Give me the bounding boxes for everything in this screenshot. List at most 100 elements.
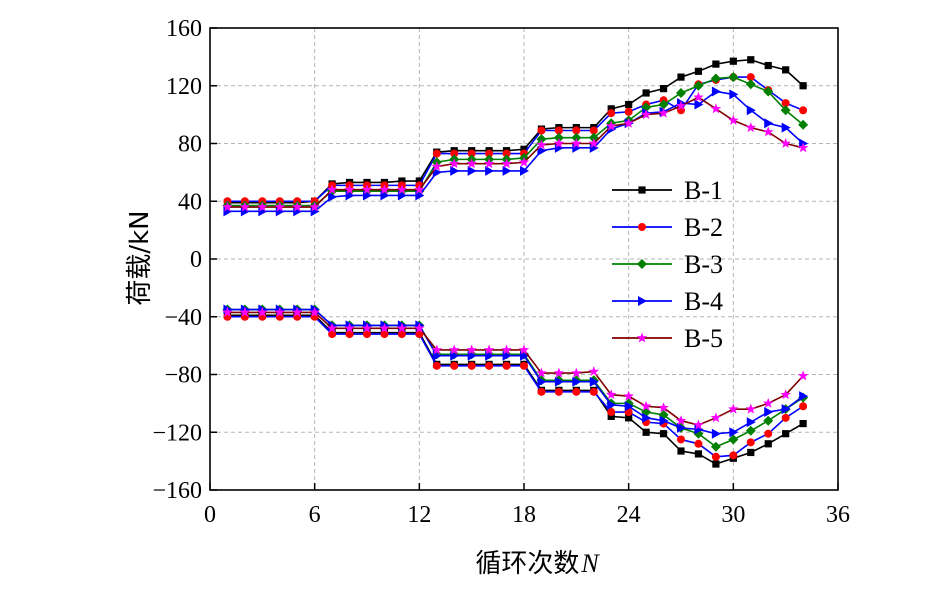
data-point-b-5 [623,117,634,128]
series-b-4 [223,86,809,439]
data-point-b-5 [518,156,530,167]
data-point-b-5 [257,201,268,212]
data-point-b-4 [781,122,791,133]
data-point-b-2 [345,330,354,339]
data-point-b-4 [711,428,721,439]
data-point-b-5 [396,184,408,195]
data-point-b-5 [396,322,408,333]
data-point-b-3 [780,105,791,116]
data-point-b-5 [466,344,477,355]
y-tick-label: 80 [178,132,202,158]
data-point-b-1 [520,145,528,153]
data-point-b-5 [414,322,425,333]
data-point-b-5 [762,397,774,408]
data-point-b-5 [291,201,303,212]
legend: B-1 B-2 B-3 B-4 B-5 [612,176,723,353]
data-point-b-1 [764,440,772,448]
data-point-b-4 [729,89,739,100]
x-tick-label: 18 [512,502,536,528]
data-point-b-5 [571,367,582,378]
data-point-b-4 [677,422,686,433]
data-point-b-5 [448,344,460,355]
data-point-b-5 [780,389,791,400]
data-point-b-2 [624,107,633,116]
series-line-b-1-neg [227,314,804,465]
data-point-b-4 [729,427,739,438]
data-point-b-5 [483,158,495,169]
legend-marker [638,296,647,306]
data-point-b-5 [291,306,303,317]
y-tick-label: 160 [166,16,202,42]
data-point-b-3 [728,434,739,445]
data-point-b-5 [379,184,390,195]
series-line-b-5-pos [227,96,804,208]
data-point-b-2 [380,330,389,339]
data-point-b-5 [762,126,774,137]
data-point-b-4 [589,376,599,387]
x-axis-title: 循环次数N [475,549,600,579]
data-point-b-5 [222,306,233,317]
data-point-b-1 [677,447,685,455]
data-point-b-5 [588,138,600,148]
x-tick-label: 0 [204,502,216,528]
series-line-b-4-neg [227,308,804,435]
data-point-b-2 [537,387,546,396]
legend-label: B-5 [684,324,723,353]
data-point-b-5 [675,415,687,426]
data-point-b-5 [693,419,704,430]
data-point-b-5 [274,306,286,317]
data-point-b-4 [450,165,460,176]
data-point-b-3 [710,73,721,84]
legend-item-b-4: B-4 [612,287,723,316]
data-point-b-2 [397,330,406,339]
data-point-b-1 [694,67,703,75]
y-tick-label: 0 [190,247,202,273]
series-line-b-4-pos [227,90,804,213]
data-point-b-5 [379,322,390,333]
data-point-b-2 [607,109,616,118]
data-point-b-2 [432,361,441,370]
data-point-b-4 [537,376,547,387]
data-point-b-3 [763,415,774,426]
data-point-b-3 [710,441,721,452]
data-point-b-1 [694,450,703,458]
data-point-b-2 [694,439,703,448]
data-point-b-5 [710,103,722,114]
data-point-b-2 [485,149,494,158]
data-point-b-5 [536,139,547,150]
data-point-b-2 [781,413,790,422]
legend-label: B-3 [684,250,723,279]
y-tick-label: −160 [152,478,202,504]
data-point-b-1 [625,100,633,109]
data-point-b-2 [677,435,685,444]
data-point-b-5 [361,184,373,195]
data-point-b-5 [518,344,530,355]
data-point-b-2 [572,126,581,135]
data-point-b-1 [712,60,720,68]
data-point-b-1 [782,66,790,74]
data-point-b-5 [239,201,251,212]
series-line-b-2-neg [227,315,804,458]
axis-ticks [209,27,839,491]
data-point-b-5 [274,201,286,212]
legend-item-b-2: B-2 [612,213,723,242]
x-tick-label: 36 [826,502,850,528]
data-point-b-4 [607,399,617,410]
data-point-b-4 [711,86,721,97]
data-point-b-4 [572,376,582,387]
legend-label: B-4 [684,287,723,316]
data-point-b-3 [571,132,582,143]
data-point-b-2 [450,149,459,158]
data-point-b-2 [746,73,755,82]
series-b-5 [222,91,809,430]
data-point-b-4 [764,118,774,129]
tick-labels: 0 6 12 18 24 30 36 −160 −120 −80 −40 0 40 80 120 160 [152,16,850,528]
data-point-b-5 [658,107,669,118]
data-point-b-2 [432,149,441,158]
data-point-b-5 [571,138,582,148]
data-point-b-2 [450,361,459,370]
data-point-b-5 [588,366,600,377]
legend-item-b-3: B-3 [612,250,723,279]
data-point-b-5 [605,389,617,400]
data-point-b-2 [520,361,528,370]
